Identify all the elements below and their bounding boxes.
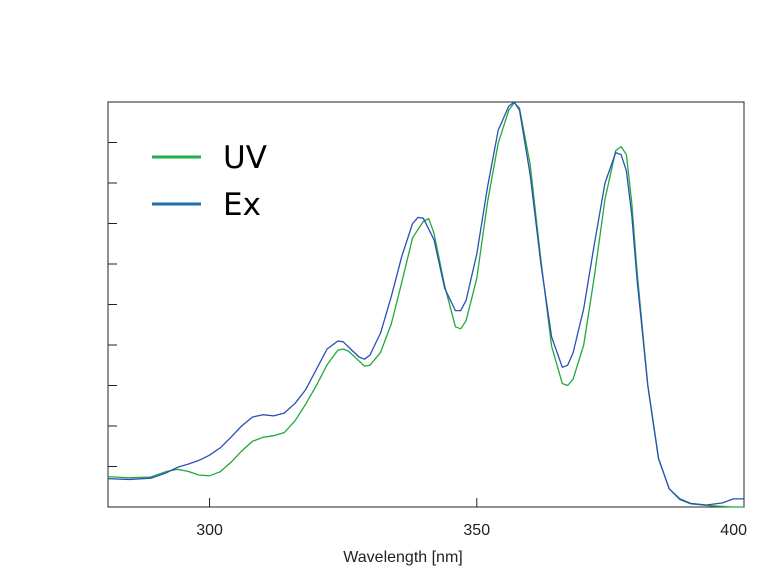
series-line-ex — [107, 101, 744, 506]
legend-label-uv: UV — [223, 140, 267, 176]
x-tick-label-2: 400 — [720, 522, 747, 539]
x-axis-tick-labels: 300 350 400 — [196, 522, 747, 539]
legend: UV Ex — [152, 140, 267, 223]
x-axis-title: Wavelength [nm] — [343, 549, 462, 566]
y-axis-ticks — [108, 142, 117, 467]
legend-label-ex: Ex — [223, 187, 261, 223]
series-lines — [107, 101, 744, 508]
x-tick-label-0: 300 — [196, 522, 223, 539]
series-line-uv — [107, 102, 744, 508]
plot-area-frame — [107, 101, 745, 508]
x-tick-label-1: 350 — [463, 522, 490, 539]
